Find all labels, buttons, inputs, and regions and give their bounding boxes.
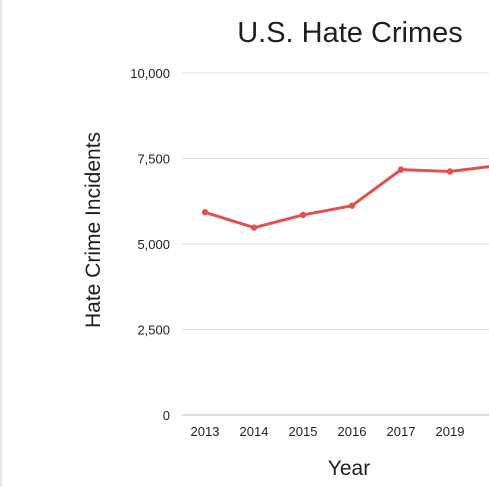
y-tick-label-0: 0: [163, 408, 170, 423]
y-tick-label-2: 5,000: [137, 237, 170, 252]
x-tick-label-2015: 2015: [289, 424, 318, 439]
data-point-2014: [250, 224, 258, 231]
y-axis-title: Hate Crime Incidents: [82, 132, 105, 328]
data-point-2015: [299, 211, 307, 219]
series-line: [203, 165, 489, 230]
gridlines: [182, 72, 489, 416]
x-tick-label-2013: 2013: [191, 424, 220, 439]
y-tick-label-1: 2,500: [137, 323, 170, 338]
y-axis-ticks: 0 2,500 5,000 7,500 10,000: [130, 66, 170, 423]
x-tick-label-2017: 2017: [387, 424, 416, 439]
y-tick-label-4: 10,000: [130, 66, 170, 81]
x-tick-label-2014: 2014: [240, 424, 269, 439]
x-tick-label-2016: 2016: [338, 424, 367, 439]
data-point-2017: [397, 166, 405, 173]
x-axis-title: Year: [328, 457, 370, 480]
series-group: [201, 165, 489, 231]
y-tick-label-3: 7,500: [137, 152, 170, 167]
x-axis-ticks: 2013201420152016201720192: [191, 424, 465, 439]
x-tick-label-2019: 2019: [436, 424, 465, 439]
data-point-2016: [348, 202, 356, 209]
chart-title: U.S. Hate Crimes: [237, 17, 463, 49]
data-point-2019: [446, 168, 454, 175]
data-point-2013: [201, 209, 209, 216]
left-border: [0, 0, 2, 487]
